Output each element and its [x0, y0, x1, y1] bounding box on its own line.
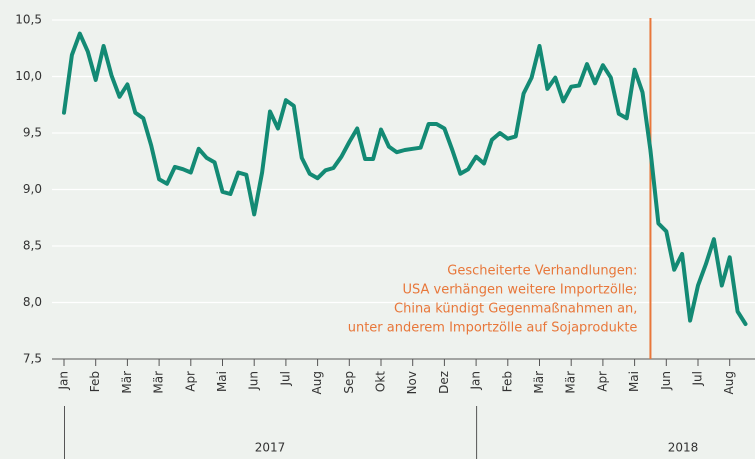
- x-tick-label: Jan: [57, 371, 71, 391]
- x-tick-label: Apr: [183, 371, 197, 392]
- year-label: 2017: [255, 441, 286, 455]
- year-label: 2018: [668, 441, 699, 455]
- x-tick-label: Feb: [500, 371, 514, 392]
- x-tick-label: Jun: [247, 371, 261, 391]
- x-tick-label: Dez: [437, 371, 451, 394]
- y-tick-label: 8,0: [23, 295, 42, 309]
- y-tick-label: 9,0: [23, 182, 42, 196]
- x-tick-label: Aug: [722, 371, 736, 394]
- price-line: [62, 31, 748, 326]
- x-tick-label: Jun: [659, 371, 673, 391]
- annotation-text: Gescheiterte Verhandlungen:: [447, 264, 637, 279]
- x-tick-label: Mär: [120, 371, 134, 394]
- x-tick-label: Mär: [532, 371, 546, 394]
- x-tick-label: Mai: [215, 371, 229, 392]
- x-tick-label: Jan: [469, 371, 483, 391]
- y-tick-label: 7,5: [23, 352, 42, 366]
- x-tick-label: Jul: [278, 371, 292, 386]
- x-tick-label: Nov: [405, 371, 419, 394]
- x-tick-label: Feb: [88, 371, 102, 392]
- y-tick-label: 9,5: [23, 126, 42, 140]
- y-tick-label: 8,5: [23, 239, 42, 253]
- y-tick-label: 10,5: [15, 13, 42, 27]
- x-tick-label: Aug: [310, 371, 324, 394]
- x-tick-label: Mär: [564, 371, 578, 394]
- x-tick-label: Okt: [374, 371, 388, 392]
- x-tick-label: Sep: [342, 371, 356, 394]
- annotation-text: unter anderem Importzölle auf Sojaproduk…: [348, 321, 638, 336]
- annotation-text: USA verhängen weitere Importzölle;: [402, 283, 637, 298]
- x-tick-label: Apr: [595, 371, 609, 392]
- x-tick-label: Mär: [152, 371, 166, 394]
- x-tick-label: Mai: [627, 371, 641, 392]
- y-tick-label: 10,0: [15, 69, 42, 83]
- x-tick-label: Jul: [691, 371, 705, 386]
- annotation-text: China kündigt Gegenmaßnahmen an,: [394, 302, 637, 317]
